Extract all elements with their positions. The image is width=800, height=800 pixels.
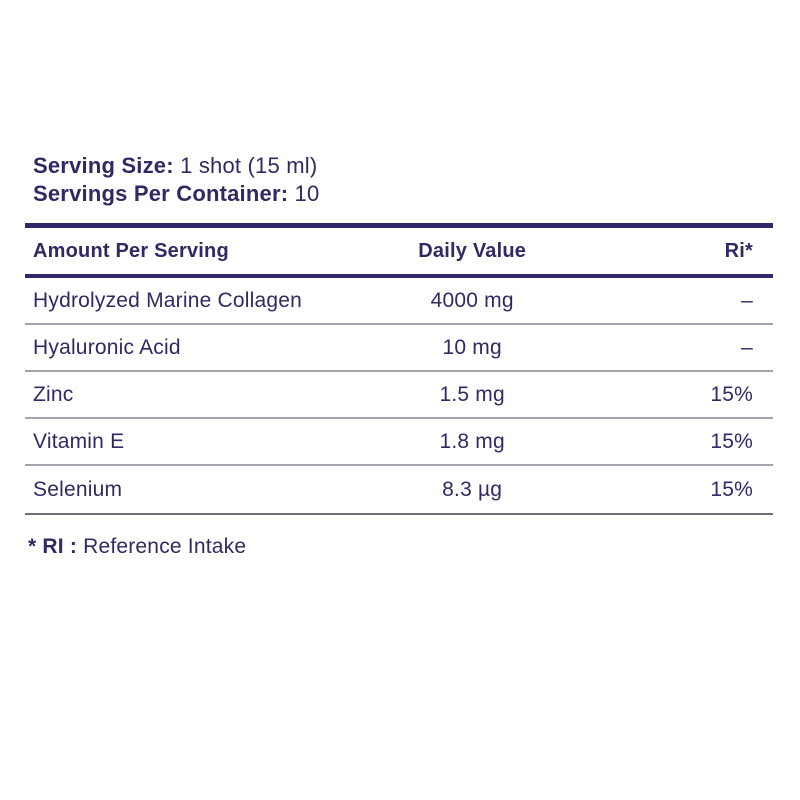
- ingredient-name: Hydrolyzed Marine Collagen: [33, 288, 302, 312]
- footnote-label: * RI :: [28, 535, 78, 558]
- ingredient-ri: 15%: [710, 429, 753, 453]
- table-row: Zinc 1.5 mg 15%: [25, 372, 773, 419]
- table-row: Vitamin E 1.8 mg 15%: [25, 419, 773, 466]
- table-row: Selenium 8.3 µg 15%: [25, 466, 773, 513]
- ingredient-amount: 1.8 mg: [439, 429, 505, 453]
- supplement-facts-table: Amount Per Serving Daily Value Ri* Hydro…: [25, 223, 773, 515]
- servings-per-container-line: Servings Per Container: 10: [33, 180, 773, 208]
- serving-info: Serving Size: 1 shot (15 ml) Servings Pe…: [25, 152, 773, 208]
- table-header-row: Amount Per Serving Daily Value Ri*: [25, 228, 773, 278]
- ingredient-name: Hyaluronic Acid: [33, 335, 181, 359]
- header-ri: Ri*: [724, 239, 753, 262]
- serving-size-line: Serving Size: 1 shot (15 ml): [33, 152, 773, 180]
- ingredient-name: Selenium: [33, 477, 123, 501]
- servings-per-container-label: Servings Per Container:: [33, 181, 289, 206]
- table-row: Hyaluronic Acid 10 mg –: [25, 325, 773, 372]
- ingredient-amount: 10 mg: [442, 335, 502, 359]
- ingredient-amount: 8.3 µg: [442, 477, 503, 501]
- footnote-text: Reference Intake: [77, 535, 247, 558]
- header-daily-value: Daily Value: [418, 239, 527, 262]
- ingredient-name: Vitamin E: [33, 429, 125, 453]
- supplement-facts-panel: Serving Size: 1 shot (15 ml) Servings Pe…: [25, 152, 773, 560]
- serving-size-label: Serving Size:: [33, 153, 174, 178]
- header-amount-per-serving: Amount Per Serving: [33, 239, 229, 262]
- ingredient-ri: 15%: [710, 477, 753, 501]
- table-row: Hydrolyzed Marine Collagen 4000 mg –: [25, 278, 773, 325]
- ingredient-amount: 1.5 mg: [439, 382, 505, 406]
- ingredient-amount: 4000 mg: [430, 288, 514, 312]
- footnote: * RI : Reference Intake: [25, 534, 773, 560]
- ingredient-ri: 15%: [710, 382, 753, 406]
- servings-per-container-value: 10: [288, 181, 320, 206]
- ingredient-name: Zinc: [33, 382, 74, 406]
- serving-size-value: 1 shot (15 ml): [173, 153, 318, 178]
- ingredient-ri: –: [741, 335, 753, 359]
- ingredient-ri: –: [741, 288, 753, 312]
